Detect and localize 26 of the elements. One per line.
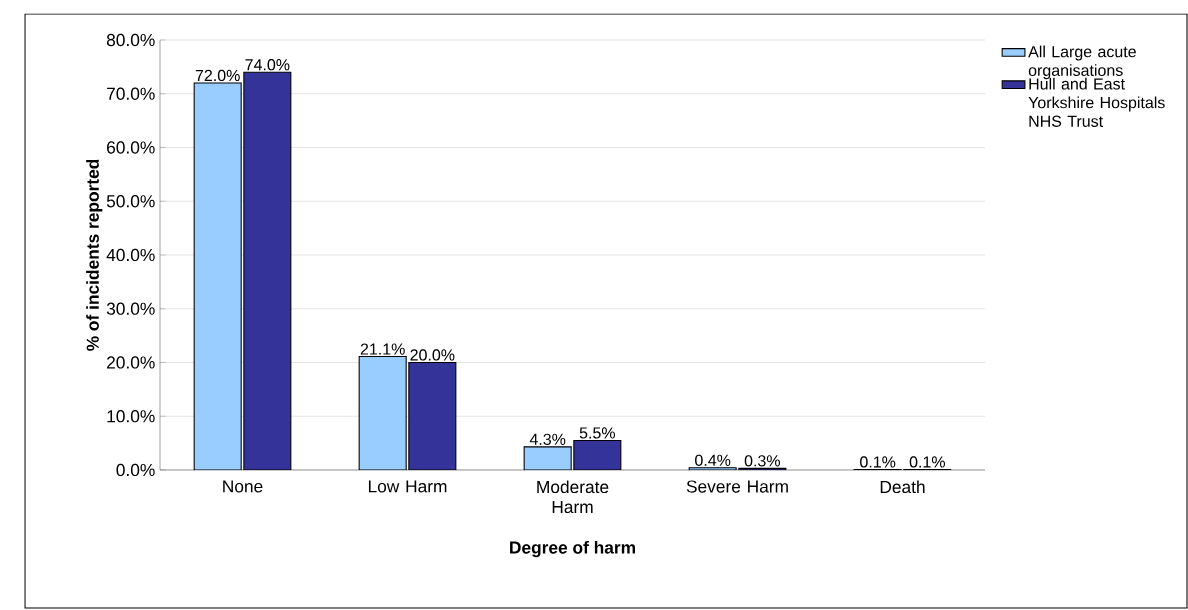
y-tick-label: 0.0% (116, 463, 155, 477)
y-tick-label: 80.0% (106, 33, 155, 47)
y-tick-label: 60.0% (107, 141, 155, 154)
x-tick-label: None (223, 480, 263, 493)
data-label: 5.5% (579, 427, 615, 439)
data-label: 72.0% (195, 69, 240, 82)
y-tick-label: 10.0% (107, 410, 155, 423)
data-label: 20.0% (410, 349, 455, 361)
data-label: 0.1% (909, 456, 945, 468)
x-axis-title: Degree of harm (510, 540, 635, 558)
y-tick-label: 40.0% (106, 248, 155, 262)
x-tick-label: Low Harm (368, 480, 447, 493)
x-tick-label: Death (880, 480, 925, 494)
data-label: 74.0% (245, 59, 290, 71)
y-axis-title: % of incidents reported (86, 159, 103, 351)
y-tick-label: 20.0% (107, 356, 155, 369)
y-tick-label: 30.0% (106, 302, 155, 315)
y-tick-label: 50.0% (106, 195, 155, 208)
data-label: 21.1% (360, 343, 405, 355)
data-label: 4.3% (529, 433, 566, 445)
y-tick-label: 70.0% (107, 87, 155, 100)
data-label: 0.3% (744, 455, 780, 467)
x-tick-label: Severe Harm (686, 480, 788, 493)
data-label: 0.1% (860, 456, 896, 468)
x-tick-label: Moderate Harm (537, 480, 609, 514)
data-label: 0.4% (695, 454, 731, 466)
